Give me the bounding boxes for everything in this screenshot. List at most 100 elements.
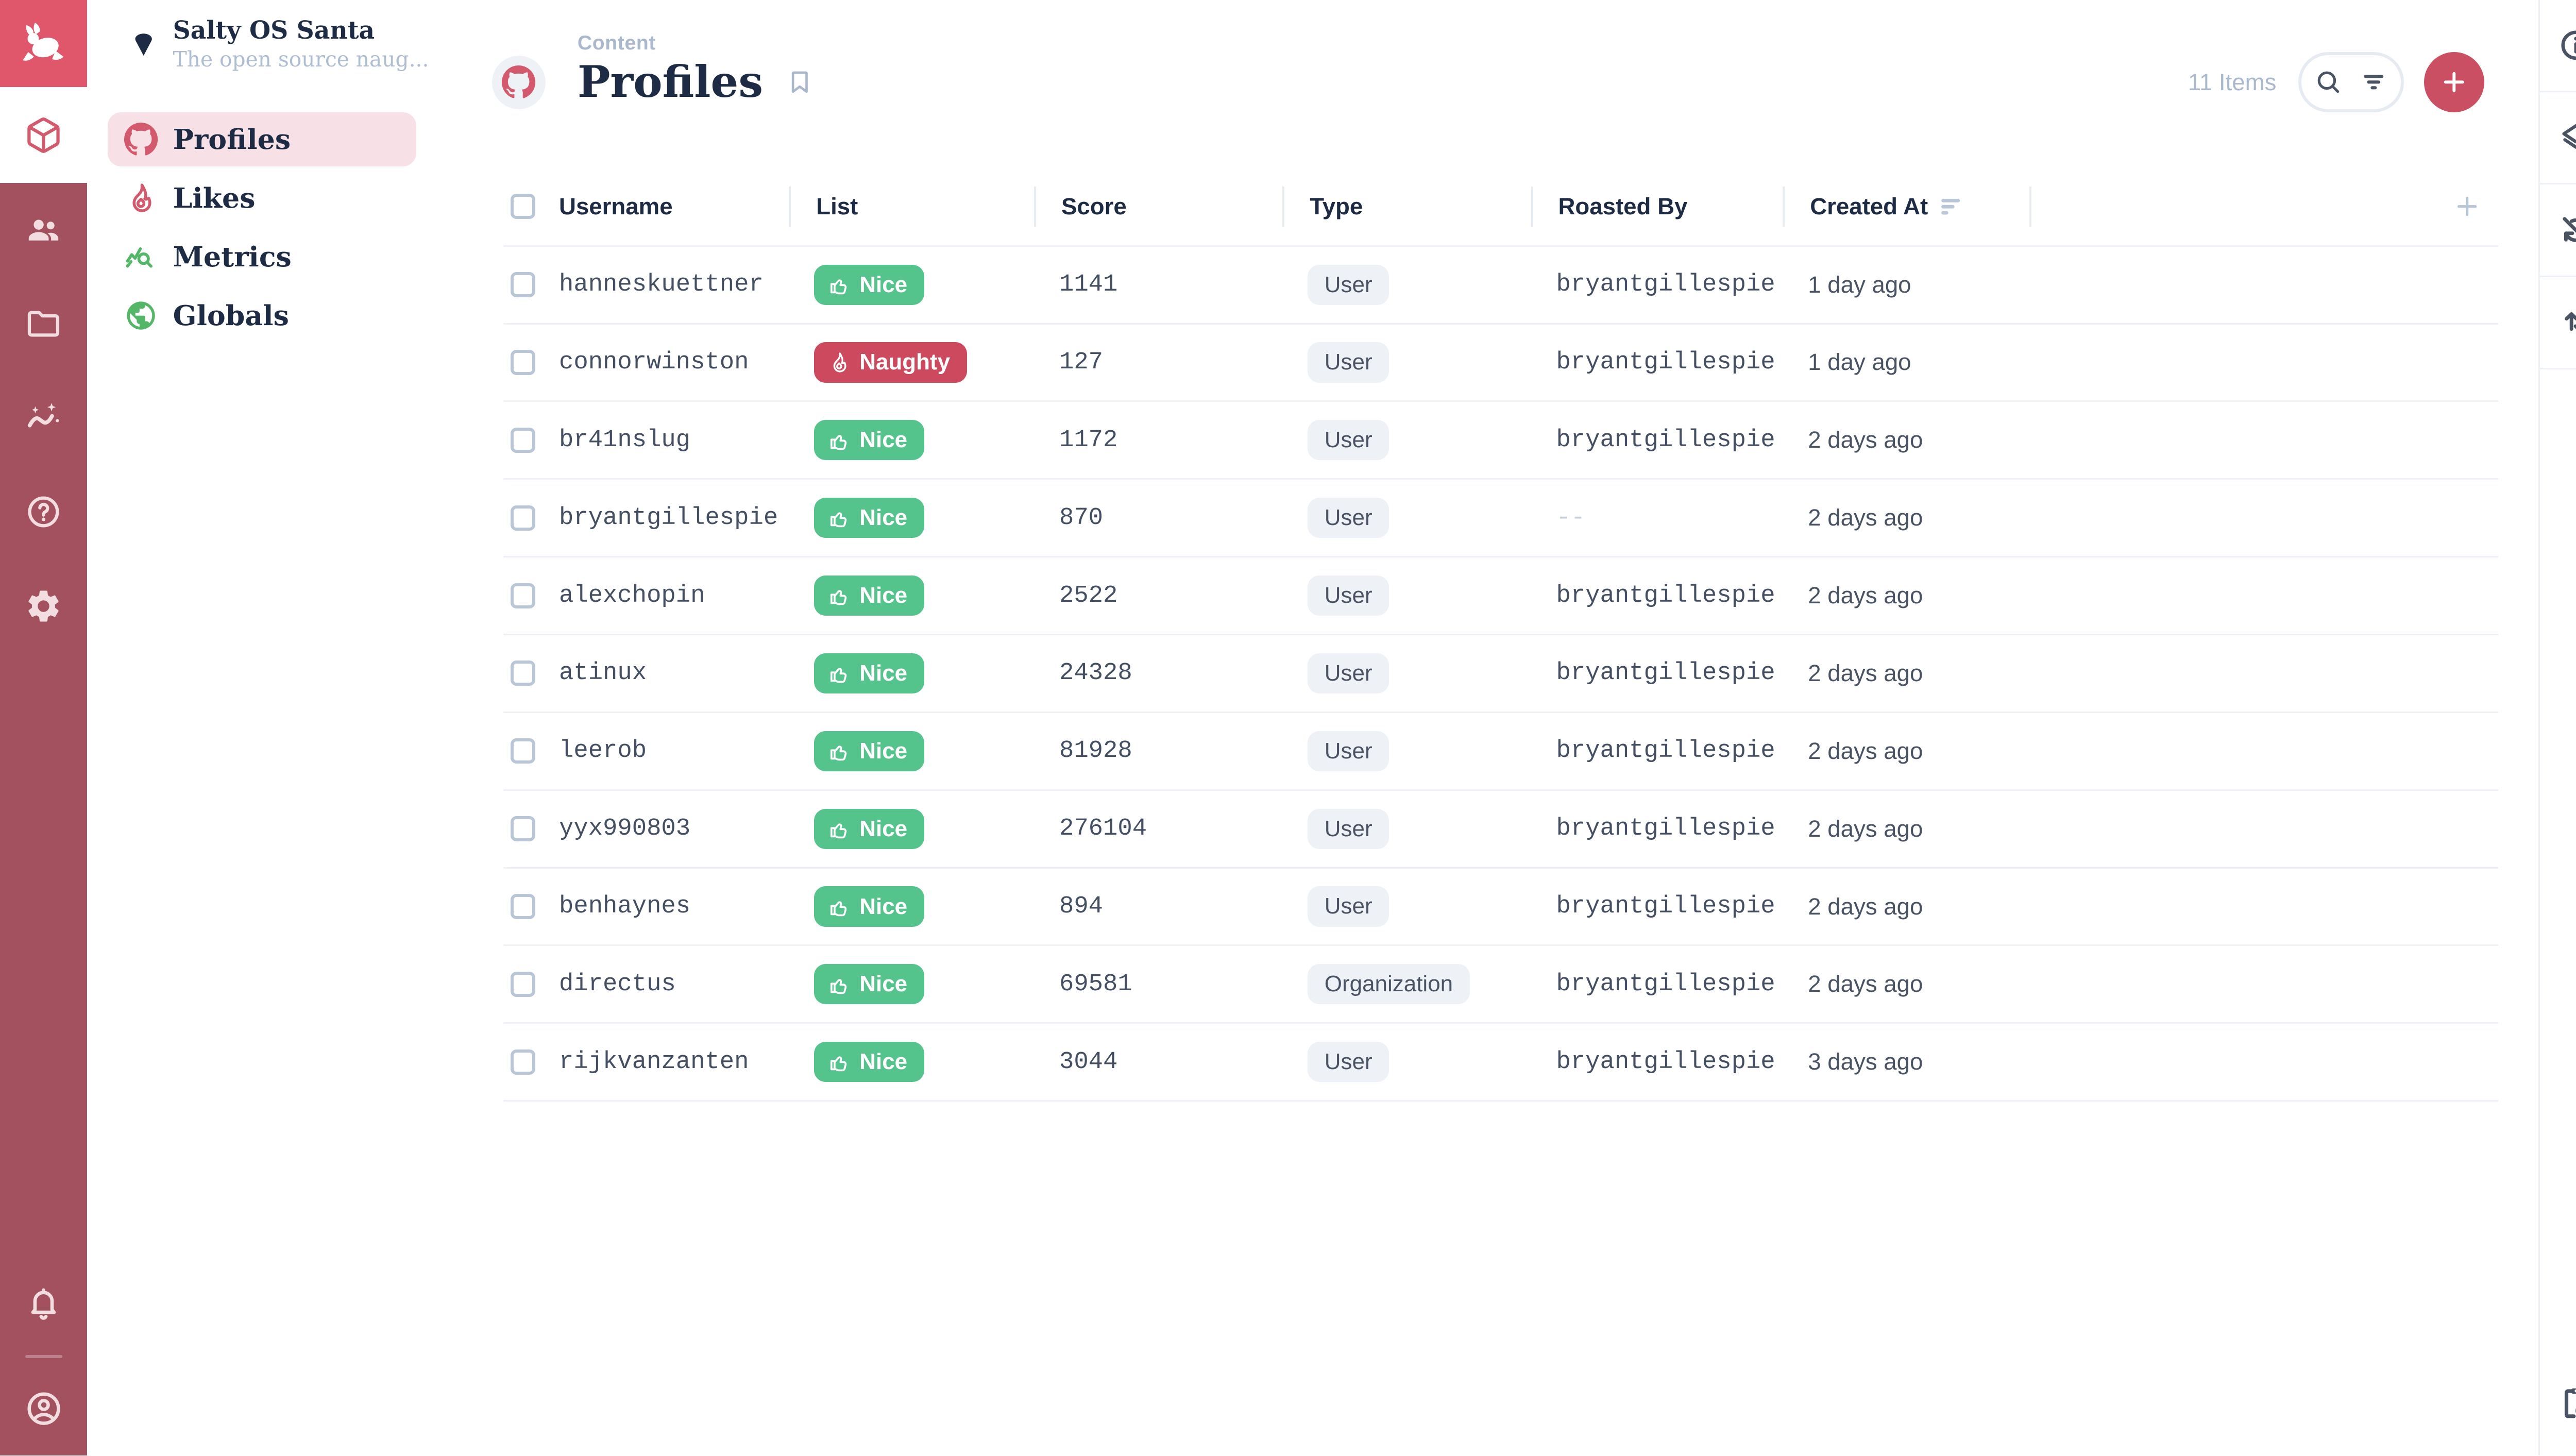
nav-item-likes[interactable]: Likes	[108, 171, 417, 225]
sync-disabled-button[interactable]	[2539, 184, 2576, 277]
import-export-button[interactable]	[2539, 277, 2576, 369]
created-at-cell: 2 days ago	[1808, 427, 1923, 453]
row-checkbox[interactable]	[510, 661, 536, 686]
row-checkbox[interactable]	[510, 583, 536, 608]
table-row[interactable]: connorwinston Naughty 127	[503, 325, 2498, 402]
type-pill: User	[1308, 420, 1389, 461]
column-header-username[interactable]: Username	[559, 193, 673, 219]
type-cell: User	[1282, 420, 1531, 461]
row-select-cell	[503, 738, 559, 764]
thumb-up-icon	[827, 739, 851, 763]
pending-actions-button[interactable]	[2540, 1351, 2576, 1455]
main-content: Content Profiles 11 Items	[436, 0, 2538, 1456]
flame-badge-icon	[827, 351, 851, 375]
type-pill: User	[1308, 498, 1389, 538]
table-row[interactable]: leerob Nice 81928 Use	[503, 713, 2498, 791]
module-users[interactable]	[0, 183, 87, 277]
module-insights[interactable]	[0, 371, 87, 465]
column-header-type[interactable]: Type	[1282, 186, 1531, 227]
bookmark-icon[interactable]	[785, 67, 815, 97]
sort-desc-icon	[1940, 196, 1961, 217]
thumb-up-icon	[827, 584, 851, 607]
type-cell: User	[1282, 342, 1531, 383]
row-checkbox[interactable]	[510, 272, 536, 298]
created-at-cell: 3 days ago	[1808, 1048, 1923, 1075]
header-actions: 11 Items	[2188, 52, 2485, 113]
filter-icon[interactable]	[2359, 67, 2389, 97]
column-header-score[interactable]: Score	[1034, 186, 1282, 227]
thumb-up-icon	[827, 506, 851, 530]
type-pill: User	[1308, 653, 1389, 694]
add-item-button[interactable]	[2424, 52, 2485, 113]
row-checkbox[interactable]	[510, 894, 536, 919]
app-logo-button[interactable]	[0, 0, 88, 88]
roasted-by-cell: bryantgillespie	[1556, 271, 1775, 299]
list-cell: Nice	[789, 420, 1034, 461]
table-body: hanneskuettner Nice 1141	[503, 245, 2498, 1102]
column-header-roasted-by[interactable]: Roasted By	[1531, 186, 1783, 227]
module-help[interactable]	[0, 465, 87, 559]
module-content[interactable]	[0, 87, 88, 183]
list-badge-label: Nice	[859, 893, 908, 919]
project-header[interactable]: Salty OS Santa The open source naug...	[87, 0, 436, 89]
module-bar	[0, 0, 88, 1456]
account-button[interactable]	[0, 1362, 87, 1455]
row-select-cell	[503, 894, 559, 919]
roasted-by-cell: bryantgillespie	[1556, 1048, 1775, 1076]
created-at-cell: 2 days ago	[1808, 737, 1923, 764]
table-row[interactable]: benhaynes Nice 894 Us	[503, 869, 2498, 946]
search-filter-pill	[2298, 52, 2404, 113]
table-row[interactable]: alexchopin Nice 2522	[503, 557, 2498, 635]
table-row[interactable]: bryantgillespie Nice 870	[503, 480, 2498, 558]
type-cell: User	[1282, 498, 1531, 538]
thumb-up-icon	[827, 895, 851, 919]
username-cell: rijkvanzanten	[559, 1048, 749, 1076]
row-select-cell	[503, 272, 559, 298]
row-checkbox[interactable]	[510, 350, 536, 375]
module-settings[interactable]	[0, 559, 87, 653]
query-stats-icon	[124, 240, 158, 274]
column-header-created-at[interactable]: Created At	[1783, 186, 2031, 227]
select-all-checkbox[interactable]	[510, 194, 536, 219]
table-row[interactable]: hanneskuettner Nice 1141	[503, 247, 2498, 325]
table-row[interactable]: rijkvanzanten Nice 3044	[503, 1024, 2498, 1102]
list-badge-label: Nice	[859, 738, 908, 764]
score-cell: 276104	[1059, 815, 1147, 843]
module-bar-divider	[25, 1355, 62, 1359]
row-checkbox[interactable]	[510, 738, 536, 764]
notifications-button[interactable]	[0, 1258, 87, 1351]
list-badge: Nice	[814, 420, 924, 461]
row-checkbox[interactable]	[510, 971, 536, 997]
type-cell: User	[1282, 808, 1531, 849]
row-checkbox[interactable]	[510, 505, 536, 531]
table-row[interactable]: atinux Nice 24328 Use	[503, 635, 2498, 713]
column-header-list[interactable]: List	[789, 186, 1034, 227]
score-cell: 81928	[1059, 737, 1132, 765]
search-icon[interactable]	[2313, 67, 2344, 97]
table-row[interactable]: yyx990803 Nice 276104	[503, 791, 2498, 869]
row-select-cell	[503, 350, 559, 375]
table-row[interactable]: directus Nice 69581 O	[503, 946, 2498, 1024]
add-column-icon[interactable]	[2453, 192, 2481, 221]
nav-item-profiles[interactable]: Profiles	[107, 112, 417, 166]
module-files[interactable]	[0, 277, 87, 371]
table-row[interactable]: br41nslug Nice 1172 U	[503, 402, 2498, 480]
row-checkbox[interactable]	[510, 427, 536, 453]
nav-item-globals[interactable]: Globals	[108, 289, 417, 342]
list-badge-label: Nice	[859, 505, 908, 531]
created-at-cell: 2 days ago	[1808, 659, 1923, 686]
type-pill: Organization	[1308, 964, 1470, 1005]
type-pill: User	[1308, 808, 1389, 849]
layers-button[interactable]	[2539, 92, 2576, 185]
row-select-cell	[503, 816, 559, 842]
type-pill: User	[1308, 342, 1389, 383]
list-badge: Nice	[814, 264, 924, 305]
row-checkbox[interactable]	[510, 816, 536, 842]
info-button[interactable]	[2539, 0, 2576, 93]
right-sidebar-rail	[2538, 0, 2576, 1456]
score-cell: 2522	[1059, 582, 1118, 610]
nav-item-metrics[interactable]: Metrics	[108, 230, 417, 283]
row-checkbox[interactable]	[510, 1049, 536, 1075]
username-cell: yyx990803	[559, 815, 691, 843]
nav-item-label: Profiles	[173, 123, 291, 156]
